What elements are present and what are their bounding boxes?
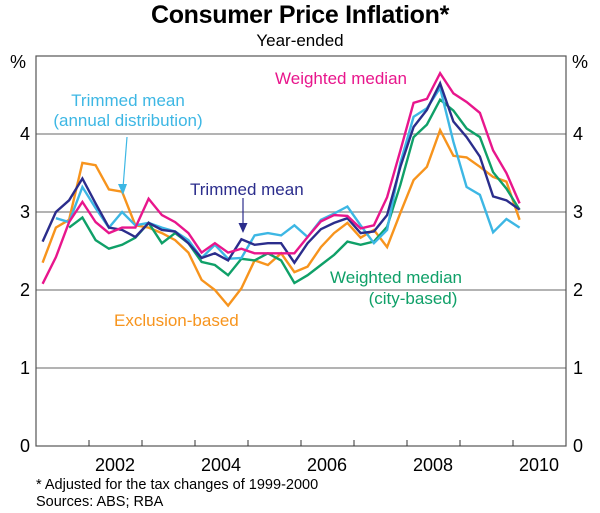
x-ticks [88, 440, 514, 446]
y-tick-labels: 0 1 2 3 4 0 1 2 3 4 [20, 124, 583, 456]
chart-title: Consumer Price Inflation* [150, 1, 450, 29]
label-trimmed-mean-annual-line1: Trimmed mean [71, 91, 185, 110]
x-tick-label: 2008 [413, 455, 453, 475]
y-tick-label-left: 0 [20, 436, 30, 456]
series-line-trimmed-mean-annual-distribution [55, 85, 521, 261]
right-axis-unit: % [572, 52, 588, 72]
label-weighted-median: Weighted median [275, 69, 407, 88]
x-tick-label: 2006 [307, 455, 347, 475]
footnote-sources: Sources: ABS; RBA [36, 494, 164, 510]
y-tick-label-right: 4 [573, 124, 583, 144]
arrow-trimmed-mean-annual [118, 136, 128, 195]
y-tick-label-left: 2 [20, 280, 30, 300]
y-tick-label-left: 3 [20, 202, 30, 222]
y-tick-label-left: 4 [20, 124, 30, 144]
chart-subtitle: Year-ended [256, 31, 344, 50]
y-tick-label-left: 1 [20, 358, 30, 378]
y-tick-label-right: 3 [573, 202, 583, 222]
left-axis-unit: % [10, 52, 26, 72]
x-tick-label: 2002 [95, 455, 135, 475]
y-tick-label-right: 1 [573, 358, 583, 378]
footnote-tax: * Adjusted for the tax changes of 1999-2… [36, 477, 319, 493]
y-tick-label-right: 0 [573, 436, 583, 456]
x-tick-label: 2004 [201, 455, 241, 475]
arrow-trimmed-mean [238, 198, 248, 233]
label-weighted-median-city-line1: Weighted median [330, 268, 462, 287]
x-tick-label: 2010 [519, 455, 559, 475]
gridlines [36, 133, 566, 369]
label-weighted-median-city-line2: (city-based) [369, 289, 458, 308]
series-line-weighted-median [41, 70, 521, 285]
label-trimmed-mean-annual-line2: (annual distribution) [53, 111, 202, 130]
y-tick-label-right: 2 [573, 280, 583, 300]
x-tick-labels: 2002 2004 2006 2008 2010 [95, 455, 559, 475]
label-trimmed-mean: Trimmed mean [190, 180, 304, 199]
series-line-trimmed-mean [41, 80, 521, 265]
label-exclusion-based: Exclusion-based [114, 311, 239, 330]
